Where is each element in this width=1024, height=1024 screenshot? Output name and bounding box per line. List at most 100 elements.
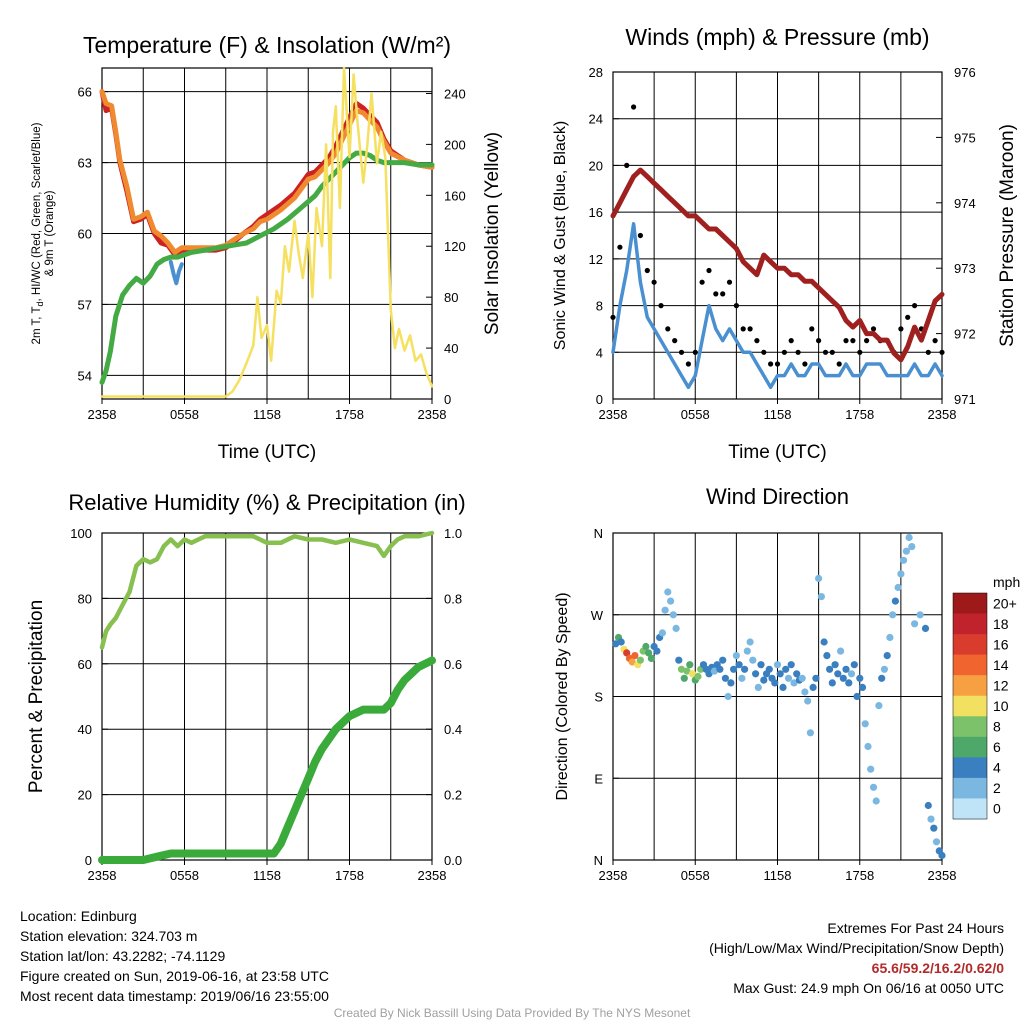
- direction-point: [680, 674, 688, 682]
- direction-point: [809, 683, 817, 692]
- direction-point: [815, 574, 823, 583]
- direction-point: [688, 670, 697, 678]
- y-tick-label: 80: [78, 591, 92, 606]
- series-wc: [168, 259, 184, 286]
- direction-point: [793, 670, 801, 678]
- latlon-text: Station lat/lon: 43.2282; -74.1129: [20, 948, 226, 964]
- colorbar-swatch: [953, 613, 987, 635]
- direction-point: [752, 670, 760, 678]
- direction-point: [812, 674, 820, 682]
- y-axis-label-group: Direction (Colored By Speed): [554, 592, 571, 800]
- direction-point: [790, 679, 798, 687]
- series-rh: [99, 530, 435, 650]
- direction-point: [869, 783, 878, 791]
- direction-point: [837, 647, 845, 655]
- y2-tick-label: 972: [954, 327, 976, 342]
- direction-point: [741, 665, 749, 673]
- gust-point: [624, 162, 630, 168]
- colorbar-label: 10: [993, 698, 1009, 714]
- gust-point: [864, 338, 870, 344]
- colorbar-label: 16: [993, 636, 1009, 652]
- gust-point: [713, 291, 719, 297]
- gust-point: [816, 338, 822, 344]
- direction-point: [817, 593, 826, 601]
- colorbar-swatch: [953, 675, 987, 697]
- y-tick-label: 63: [78, 156, 92, 171]
- direction-point: [642, 642, 650, 651]
- gust-point: [617, 244, 623, 250]
- direction-point: [845, 679, 853, 687]
- y-axis-label: Sonic Wind & Gust (Blue, Black): [552, 121, 569, 350]
- series-precipitation: [98, 656, 436, 864]
- colorbar-title: mph: [993, 574, 1020, 590]
- gust-point: [795, 349, 801, 355]
- direction-point: [677, 665, 686, 673]
- direction-point: [658, 629, 667, 637]
- gust-point: [637, 232, 644, 239]
- gust-point: [939, 349, 945, 355]
- direction-point: [672, 624, 680, 633]
- direction-point: [924, 801, 932, 810]
- gust-point: [843, 338, 849, 344]
- direction-point: [782, 665, 790, 673]
- direction-point: [784, 674, 793, 682]
- direction-point: [900, 556, 908, 564]
- x-tick-label: 2358: [928, 407, 957, 422]
- y2-tick-label: 975: [954, 130, 976, 145]
- y2-axis-label: Station Pressure (Maroon): [997, 124, 1018, 347]
- direction-point: [847, 670, 856, 678]
- gust-point: [651, 279, 657, 285]
- direction-point: [612, 640, 620, 648]
- direction-point: [757, 661, 765, 669]
- series-sonic-wind: [611, 222, 944, 390]
- gust-point: [905, 314, 911, 320]
- direction-point: [853, 692, 861, 701]
- y-tick-label: 28: [589, 65, 603, 80]
- y-tick-label: 4: [596, 345, 603, 360]
- y2-tick-label: 971: [954, 392, 976, 407]
- direction-point: [839, 674, 847, 682]
- direction-point: [746, 638, 754, 646]
- gust-point: [857, 349, 863, 355]
- direction-point: [776, 670, 784, 678]
- direction-point: [721, 674, 730, 682]
- elevation-text: Station elevation: 324.703 m: [20, 928, 198, 944]
- x-axis-label: Time (UTC): [218, 442, 317, 463]
- direction-point: [653, 647, 661, 655]
- colorbar-swatch: [953, 593, 987, 615]
- gust-point: [720, 291, 726, 297]
- extremes-title: Extremes For Past 24 Hours: [827, 920, 1004, 936]
- direction-point: [820, 638, 828, 646]
- series-insolation: [100, 66, 434, 398]
- y-axis-label-line2: & 9m T (Orange): [44, 190, 56, 276]
- y-axis-label: Percent & Precipitation: [26, 600, 47, 793]
- y2-tick-label: 0.2: [444, 788, 462, 803]
- y2-tick-label: 120: [444, 239, 466, 254]
- y2-tick-label: 1.0: [444, 526, 462, 541]
- y-tick-label: E: [594, 771, 603, 786]
- y-axis-label-line1: 2m T, Td, HI/WC (Red, Green, Scarlet/Blu…: [31, 122, 45, 344]
- x-tick-label: 2358: [599, 407, 628, 422]
- direction-point: [738, 674, 746, 682]
- y-tick-label: 57: [78, 297, 92, 312]
- direction-point: [669, 611, 677, 619]
- y-tick-label: N: [594, 526, 603, 541]
- direction-point: [867, 765, 875, 773]
- direction-point: [938, 851, 946, 860]
- x-tick-label: 2358: [88, 407, 117, 422]
- direction-point: [826, 665, 834, 673]
- colorbar-swatch: [953, 757, 987, 779]
- direction-point: [727, 679, 735, 687]
- direction-point: [916, 611, 924, 619]
- x-tick-label: 1158: [764, 868, 792, 883]
- direction-point: [645, 649, 653, 657]
- y2-tick-label: 976: [954, 65, 976, 80]
- x-axis-label: Time (UTC): [728, 442, 827, 463]
- direction-point: [667, 597, 675, 605]
- extremes-desc: (High/Low/Max Wind/Precipitation/Snow De…: [709, 940, 1004, 956]
- gust-point: [644, 267, 650, 274]
- direction-point: [617, 638, 625, 646]
- y-tick-label: N: [594, 853, 603, 868]
- max-gust-text: Max Gust: 24.9 mph On 06/16 at 0050 UTC: [733, 980, 1004, 996]
- x-tick-label: 1758: [845, 407, 874, 422]
